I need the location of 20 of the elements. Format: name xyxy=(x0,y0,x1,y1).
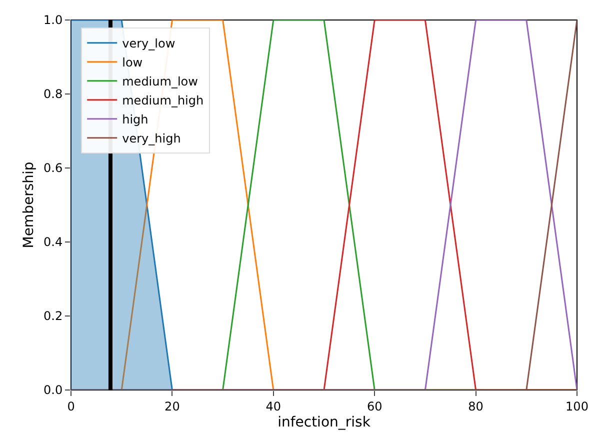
x-axis-title: infection_risk xyxy=(278,414,372,431)
y-tick-label: 0.2 xyxy=(44,309,63,324)
x-tick-label: 40 xyxy=(266,399,282,414)
legend-label: very_high xyxy=(122,132,181,146)
y-tick-label: 0.0 xyxy=(44,383,63,398)
x-tick-label: 100 xyxy=(566,399,588,414)
y-tick-label: 0.6 xyxy=(44,161,63,176)
legend-label: medium_low xyxy=(122,74,198,89)
x-tick-label: 60 xyxy=(366,399,382,414)
legend-label: medium_high xyxy=(122,94,204,108)
y-axis-title: Membership xyxy=(21,162,37,248)
x-tick-label: 80 xyxy=(468,399,484,414)
y-tick-label: 0.4 xyxy=(44,235,63,250)
legend-label: low xyxy=(122,56,143,70)
legend-label: high xyxy=(122,112,148,127)
y-tick-label: 0.8 xyxy=(44,87,63,102)
legend-label: very_low xyxy=(122,36,176,51)
x-tick-label: 0 xyxy=(67,399,75,414)
x-tick-label: 20 xyxy=(164,399,180,414)
y-tick-label: 1.0 xyxy=(44,13,63,28)
